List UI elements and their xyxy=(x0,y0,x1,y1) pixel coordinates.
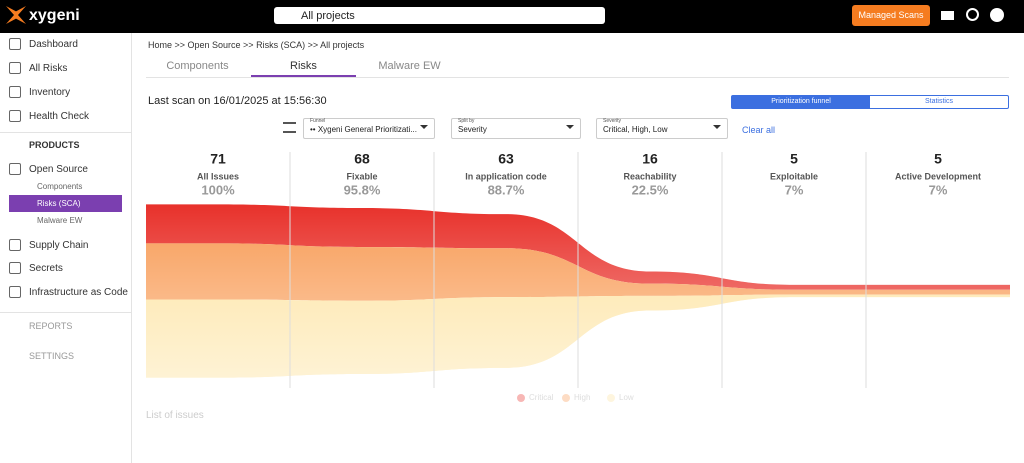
legend-swatch xyxy=(562,394,570,402)
filter-value: Critical, High, Low xyxy=(603,125,668,134)
stage-name: Fixable xyxy=(346,171,377,181)
sidebar: Dashboard All Risks Inventory Health Check P… xyxy=(0,33,132,463)
stage-value: 5 xyxy=(934,151,942,167)
divider xyxy=(0,132,131,133)
tabs-divider xyxy=(146,77,1009,78)
stage-name: In application code xyxy=(465,171,547,181)
filter-label: Severity xyxy=(603,118,622,124)
toggle-option[interactable]: Statistics xyxy=(924,98,953,105)
stage-name: Active Development xyxy=(895,171,981,181)
legend-label: High xyxy=(574,393,590,402)
user-icon[interactable] xyxy=(990,8,1004,22)
nav-item[interactable]: All Risks xyxy=(29,63,68,74)
stage-share: 95.8% xyxy=(344,182,381,197)
legend-swatch xyxy=(607,394,615,402)
stage-value: 16 xyxy=(642,151,658,167)
divider xyxy=(0,312,131,313)
tab[interactable]: Risks xyxy=(290,60,317,72)
nav-icon xyxy=(9,86,21,98)
filter-label: Split by xyxy=(458,118,475,124)
nav-icon xyxy=(9,239,21,251)
view-toggle: Prioritization funnel Statistics xyxy=(731,95,1009,109)
stage-share: 7% xyxy=(929,182,948,197)
legend-label: Critical xyxy=(529,393,554,402)
nav-icon xyxy=(9,262,21,274)
stage-value: 68 xyxy=(354,151,370,167)
stage-name: All Issues xyxy=(197,171,239,181)
filter-value: •• Xygeni General Prioritizati... xyxy=(310,125,417,134)
stage-value: 5 xyxy=(790,151,798,167)
tab[interactable]: Components xyxy=(166,60,229,72)
nav-item[interactable]: Health Check xyxy=(29,111,90,122)
filter-value: Severity xyxy=(458,125,487,134)
filter-icon[interactable] xyxy=(283,122,296,133)
nav-section[interactable]: SETTINGS xyxy=(29,351,75,361)
tab[interactable]: Malware EW xyxy=(378,60,441,72)
filter-select[interactable]: Funnel •• Xygeni General Prioritizati... xyxy=(303,118,435,139)
nav-item[interactable]: Infrastructure as Code xyxy=(29,287,128,298)
project-search[interactable]: All projects xyxy=(274,7,605,24)
stage-share: 22.5% xyxy=(632,182,669,197)
help-icon[interactable] xyxy=(966,8,979,21)
nav-icon xyxy=(9,110,21,122)
nav-item[interactable]: Inventory xyxy=(29,87,71,98)
dropdown-arrow xyxy=(713,125,721,129)
search-text: All projects xyxy=(301,10,355,22)
stage-value: 63 xyxy=(498,151,514,167)
legend-swatch xyxy=(517,394,525,402)
clear-all[interactable]: Clear all xyxy=(742,125,776,135)
stage-name: Reachability xyxy=(623,171,676,181)
stage-share: 100% xyxy=(201,182,235,197)
mail-icon[interactable] xyxy=(941,11,954,20)
nav-section[interactable]: REPORTS xyxy=(29,321,73,331)
section-title: PRODUCTS xyxy=(29,140,80,150)
nav-item[interactable]: Secrets xyxy=(29,263,63,274)
stage-name: Exploitable xyxy=(770,171,818,181)
stage-share: 88.7% xyxy=(488,182,525,197)
nav-icon xyxy=(9,38,21,50)
list-of-issues: List of issues xyxy=(146,410,204,421)
nav-icon xyxy=(9,286,21,298)
last-scan: Last scan on 16/01/2025 at 15:56:30 xyxy=(148,95,327,107)
filter-select[interactable]: Severity Critical, High, Low xyxy=(596,118,728,139)
nav-icon xyxy=(9,62,21,74)
nav-item[interactable]: Risks (SCA) xyxy=(37,199,81,208)
active-tab-indicator xyxy=(251,75,356,77)
toggle-option[interactable]: Prioritization funnel xyxy=(732,96,870,108)
stage-share: 7% xyxy=(785,182,804,197)
nav-icon xyxy=(9,163,21,175)
breadcrumb: Home >> Open Source >> Risks (SCA) >> Al… xyxy=(148,40,365,50)
nav-item[interactable]: Components xyxy=(37,182,83,191)
filter-select[interactable]: Split by Severity xyxy=(451,118,581,139)
top-bar: xygeni All projects Managed Scans xyxy=(0,0,1024,33)
filter-label: Funnel xyxy=(310,118,326,124)
nav-item[interactable]: Dashboard xyxy=(29,39,78,50)
stage-value: 71 xyxy=(210,151,226,167)
dropdown-arrow xyxy=(566,125,574,129)
logo: xygeni xyxy=(29,7,80,24)
active-item-bg xyxy=(9,195,122,212)
legend-label: Low xyxy=(619,393,634,402)
dropdown-arrow xyxy=(420,125,428,129)
button-text: Managed Scans xyxy=(858,10,924,20)
managed-scans-button[interactable]: Managed Scans xyxy=(852,5,930,26)
nav-item[interactable]: Malware EW xyxy=(37,216,83,225)
logo-icon xyxy=(6,6,26,24)
nav-item[interactable]: Supply Chain xyxy=(29,240,89,251)
nav-item[interactable]: Open Source xyxy=(29,164,88,175)
